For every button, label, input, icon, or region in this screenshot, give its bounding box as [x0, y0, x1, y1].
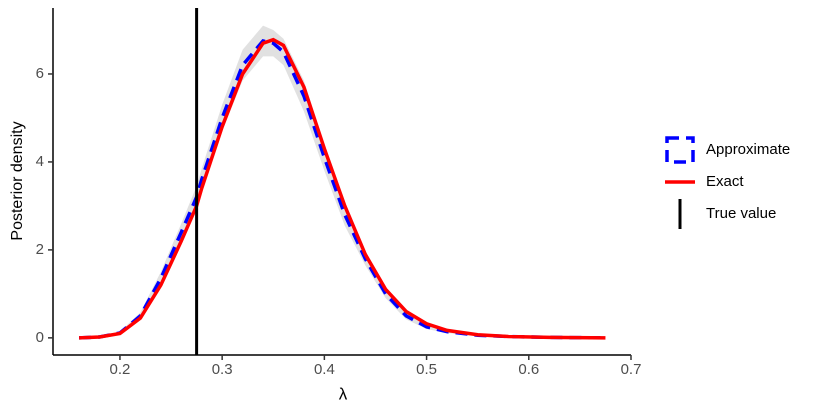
series-line	[78, 39, 606, 340]
x-tick-label: 0.3	[212, 361, 233, 378]
legend-label: True value	[706, 205, 776, 222]
series-line	[78, 37, 606, 340]
x-tick-label: 0.6	[518, 361, 539, 378]
x-tick-label: 0.5	[416, 361, 437, 378]
y-tick-label: 4	[36, 153, 44, 170]
x-axis-label: λ	[339, 384, 348, 403]
legend-label: Exact	[706, 173, 744, 190]
y-axis-label: Posterior density	[9, 121, 26, 240]
x-tick-label: 0.4	[314, 361, 335, 378]
x-tick-label: 0.2	[110, 361, 131, 378]
legend-label: Approximate	[706, 141, 790, 158]
y-tick-label: 2	[36, 241, 44, 258]
y-tick-label: 6	[36, 65, 44, 82]
y-tick-label: 0	[36, 329, 44, 346]
x-tick-label: 0.7	[621, 361, 642, 378]
legend-key	[665, 136, 695, 164]
